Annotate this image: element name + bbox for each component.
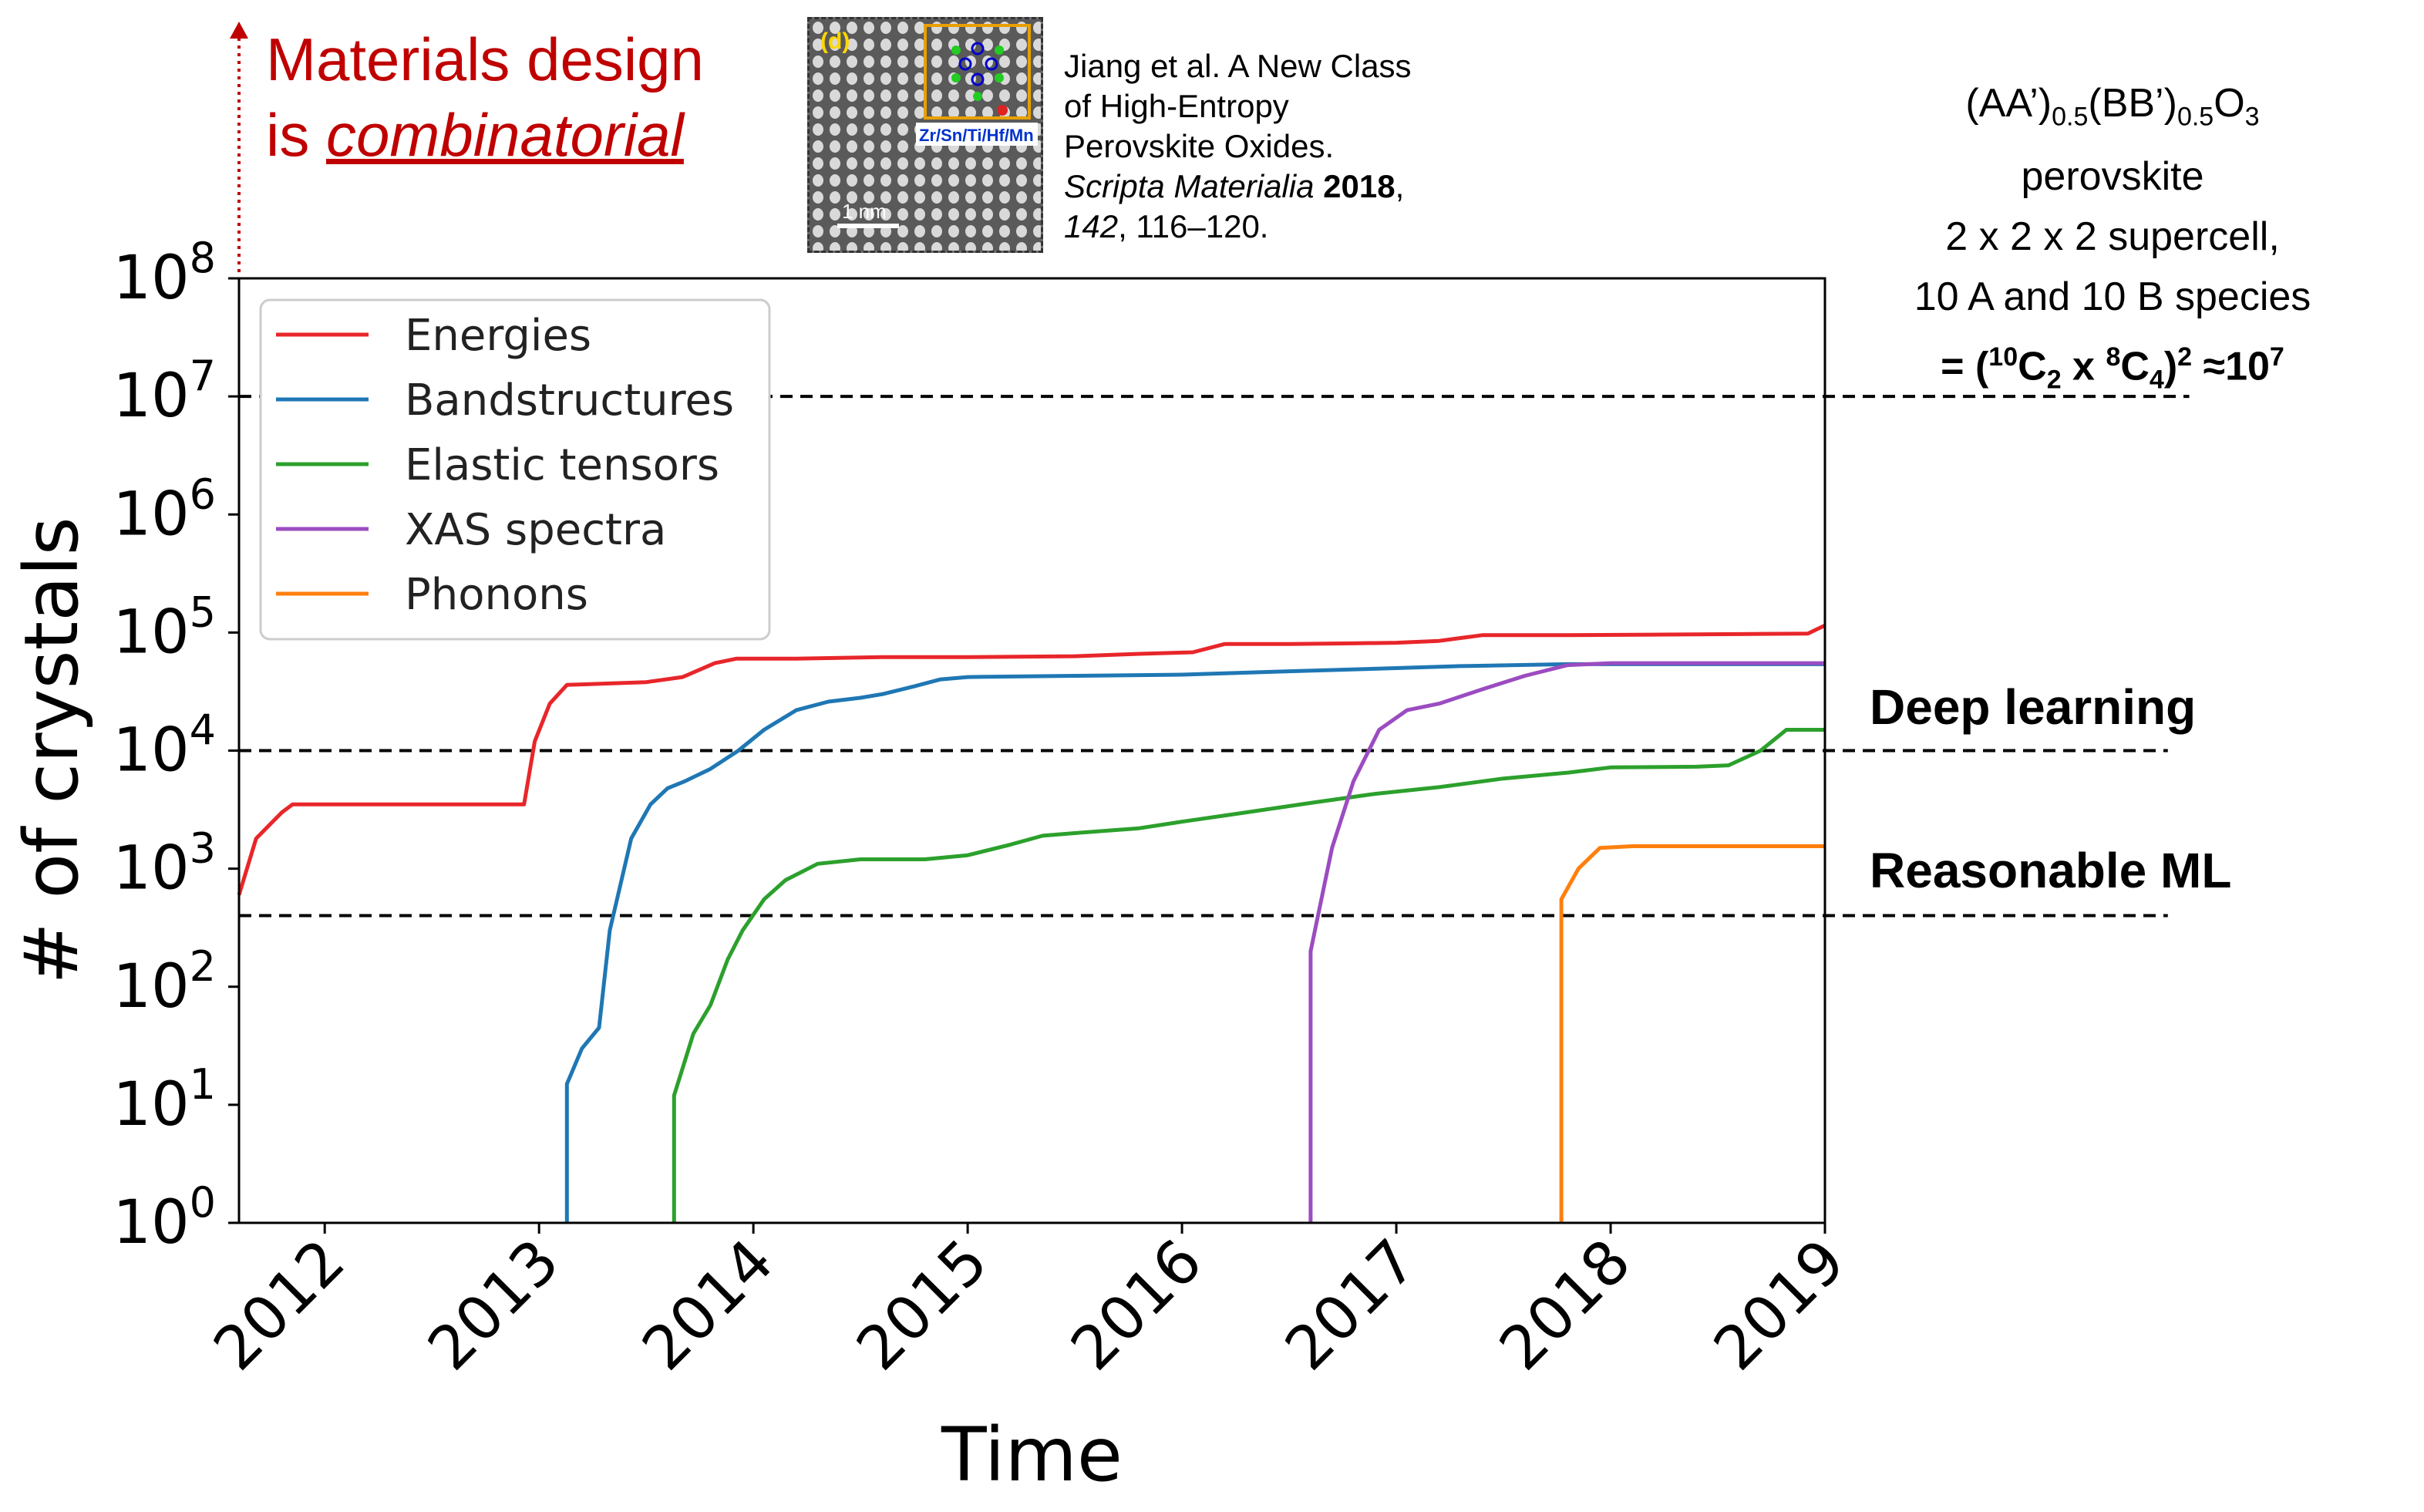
legend-label-3: XAS spectra [405,505,666,555]
citation-line-3: Perovskite Oxides. [1064,128,1335,164]
upward-arrow [230,22,248,272]
x-axis-label: Time [941,1412,1123,1498]
y-tick-label-5: 105 [113,588,216,667]
legend: Energies Bandstructures Elastic tensors XAS… [259,298,771,641]
inset-microscopy-image: (d) Zr/Sn/Ti/Hf/Mn 1 nm [807,17,1043,253]
citation-line-1: Jiang et al. A New Class [1064,48,1412,84]
citation-volume: 142 [1064,208,1119,244]
series-lines [237,623,1826,1223]
arrow-head [230,22,248,39]
formula-line-4: 10 A and 10 B species [1914,274,2311,320]
formula-close: ) [2163,344,2178,389]
reasonable-ml-label: Reasonable ML [1870,843,2232,898]
y-axis-label: # of crystals [8,517,95,984]
x-tick-label-2: 2014 [630,1227,787,1384]
citation-journal: Scripta Materialia [1064,168,1315,204]
formula-c1: C [2018,344,2047,389]
deep-learning-label: Deep learning [1870,679,2197,735]
series-line-3 [1308,661,1825,1223]
citation-year: 2018 [1323,168,1395,204]
formula-line-2: perovskite [2021,154,2204,200]
panel-label: (d) [820,29,850,54]
formula-sub-c2: 4 [2149,365,2164,396]
formula-aa: (AA’) [1965,81,2052,126]
formula-line-3: 2 x 2 x 2 supercell, [1945,214,2280,260]
citation-line-4: Scripta Materialia 2018, [1064,168,1405,204]
x-axis-ticks: 2012 2013 2014 2015 2016 2017 2018 2019 [201,1223,1858,1384]
formula-c2: C [2120,344,2150,389]
formula-sup-4: 7 [2269,342,2284,372]
series-line-0 [237,623,1826,896]
highlight-box [924,24,1031,120]
formula-sup-2: 8 [2106,342,2121,372]
formula-o: O [2214,81,2245,126]
x-tick-label-3: 2015 [844,1227,1002,1384]
x-tick-label-6: 2018 [1486,1227,1644,1384]
atom-markers [951,42,1008,116]
x-tick-label-5: 2017 [1272,1227,1429,1384]
y-tick-label-2: 102 [113,942,216,1022]
formula-line-1: (AA’)0.5(BB’)0.5O3 [1820,73,2405,146]
callout-prefix: is [266,101,326,169]
formula-eq-open: = ( [1941,344,1989,389]
scale-label: 1 nm [842,200,887,223]
legend-box [259,298,771,641]
formula-line-5: = (10C2 x 8C4)2 ≈107 [1820,327,2405,410]
callout-line-1: Materials design [266,25,704,93]
legend-label-4: Phonons [405,570,588,620]
y-tick-label-1: 101 [113,1060,216,1140]
series-line-2 [672,728,1825,1223]
element-label-bg [916,123,1038,146]
y-axis-ticks: 100 101 102 103 104 105 106 107 108 [113,234,239,1258]
y-tick-label-7: 107 [113,352,216,431]
formula-bb: (BB’) [2088,81,2177,126]
citation-line-5: 142, 116–120. [1064,207,1412,247]
x-tick-label-1: 2013 [416,1227,573,1384]
y-tick-label-0: 100 [113,1178,216,1258]
callout-text: Materials design is combinatorial [266,22,704,173]
formula-sub-3: 3 [2244,102,2260,132]
x-tick-label-0: 2012 [201,1227,359,1384]
callout-line-2: is combinatorial [266,97,704,173]
y-tick-label-3: 103 [113,824,216,904]
legend-label-0: Energies [405,311,591,361]
formula-approx: ≈10 [2192,344,2270,389]
microscopy-figure: (d) Zr/Sn/Ti/Hf/Mn 1 nm [810,19,1041,251]
citation-block: Jiang et al. A New Class of High-Entropy… [1064,46,1412,247]
series-line-4 [1559,844,1825,1223]
citation-line-2: of High-Entropy [1064,88,1289,124]
formula-sub-2: 0.5 [2177,102,2214,132]
legend-label-1: Bandstructures [405,375,734,426]
perovskite-formula-block: (AA’)0.5(BB’)0.5O3 perovskite 2 x 2 x 2 … [1820,73,2405,410]
series-line-1 [564,662,1825,1223]
formula-sub-c1: 2 [2046,365,2062,396]
legend-label-2: Elastic tensors [405,440,719,490]
x-tick-label-7: 2019 [1701,1227,1858,1384]
y-tick-label-6: 106 [113,470,216,549]
x-tick-label-4: 2016 [1059,1227,1216,1384]
callout-emphasis: combinatorial [326,101,684,169]
y-tick-label-4: 104 [113,706,216,786]
citation-pages: , 116–120. [1118,208,1269,244]
formula-sup-1: 10 [1988,342,2018,372]
element-label: Zr/Sn/Ti/Hf/Mn [919,126,1034,145]
y-tick-label-8: 108 [113,234,216,313]
formula-sup-3: 2 [2177,342,2193,372]
formula-times: x [2061,344,2106,389]
formula-sub-1: 0.5 [2052,102,2089,132]
